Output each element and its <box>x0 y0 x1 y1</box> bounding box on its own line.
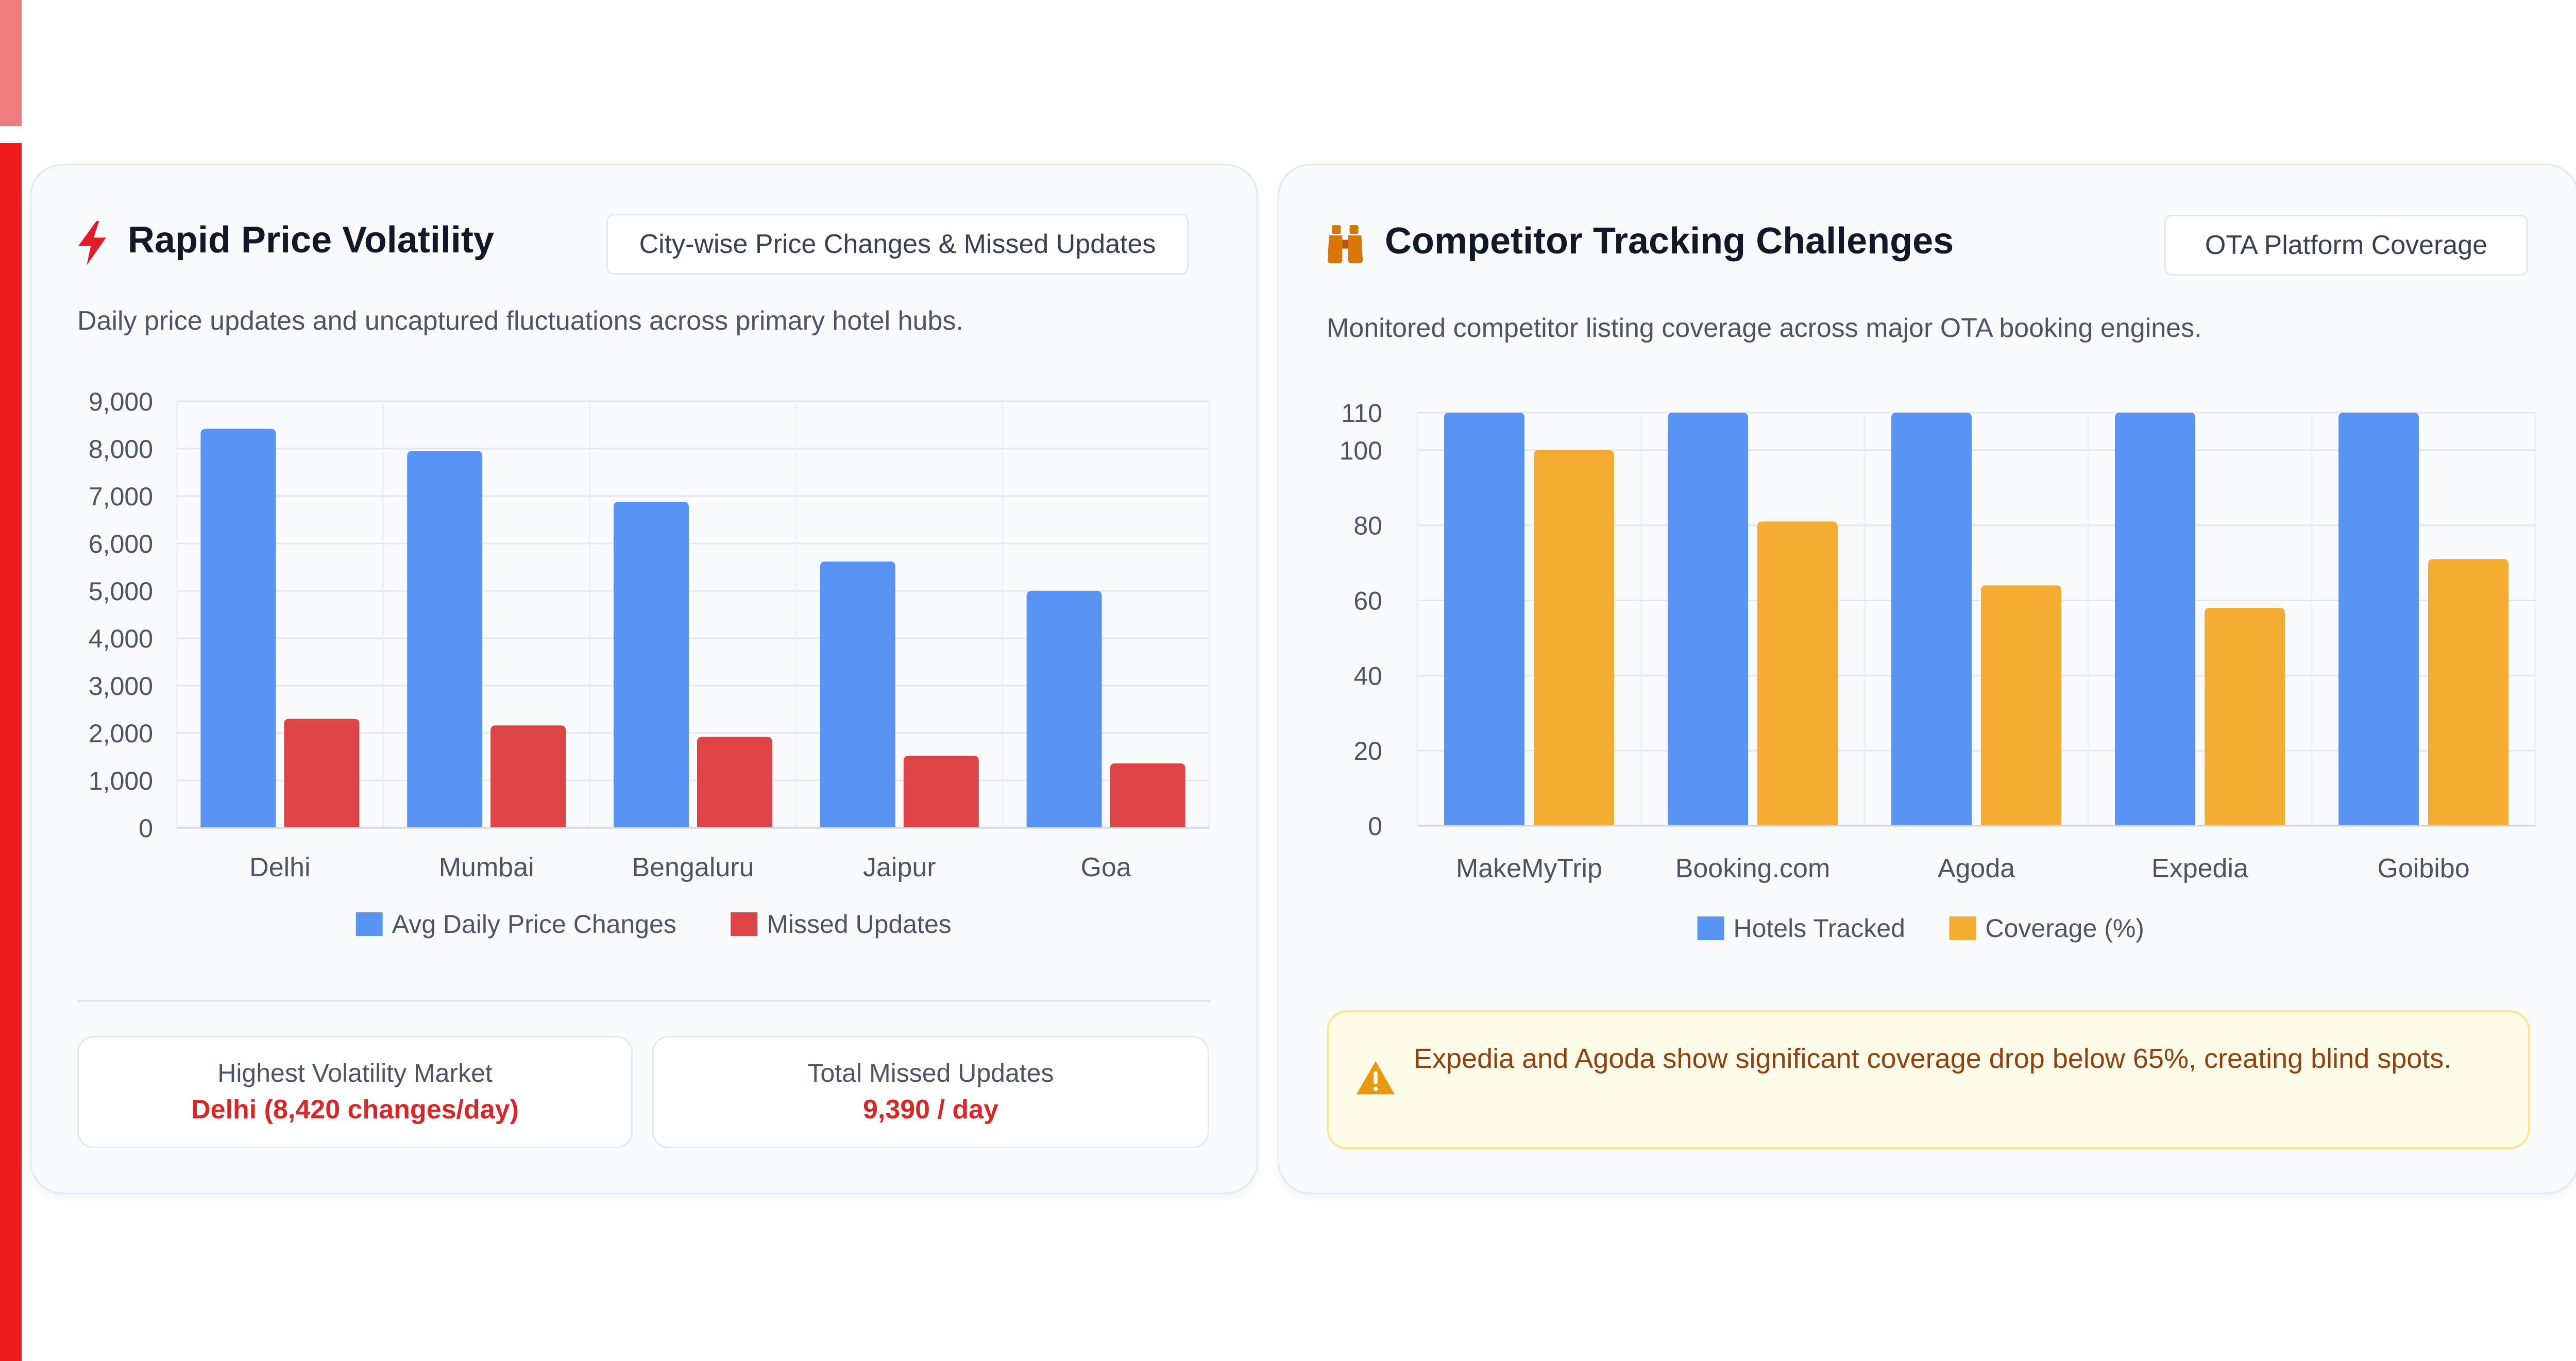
section-divider <box>77 1000 1211 1002</box>
y-tick-label: 0 <box>139 814 153 843</box>
bar-secondary <box>1110 763 1185 828</box>
legend-swatch <box>1697 916 1724 940</box>
stat-value: Delhi (8,420 changes/day) <box>191 1095 519 1125</box>
y-tick-label: 80 <box>1353 512 1382 540</box>
competitor-tracking-card: Competitor Tracking Challenges OTA Platf… <box>1278 164 2576 1194</box>
x-tick-label: Expedia <box>2151 854 2248 883</box>
bar-secondary <box>284 719 360 828</box>
accent-bar-top <box>0 0 22 126</box>
bar-secondary <box>903 756 979 828</box>
warning-triangle-icon <box>1357 1061 1395 1095</box>
binoculars-icon <box>1327 225 1363 263</box>
legend-label: Missed Updates <box>767 910 952 939</box>
bar-secondary <box>697 737 772 828</box>
y-tick-label: 8,000 <box>89 435 153 464</box>
bar-secondary <box>1534 450 1614 826</box>
x-tick-label: Bengaluru <box>632 853 754 882</box>
chart-type-badge: OTA Platform Coverage <box>2164 215 2528 276</box>
y-tick-label: 7,000 <box>89 482 153 511</box>
card-title: Competitor Tracking Challenges <box>1385 220 1954 262</box>
bar-primary <box>1668 413 1748 826</box>
bar-secondary <box>2205 608 2285 826</box>
x-tick-label: Goa <box>1080 853 1131 882</box>
y-tick-label: 1,000 <box>89 767 153 795</box>
bar-primary <box>2338 413 2419 826</box>
legend-swatch <box>355 912 383 936</box>
bar-secondary <box>490 725 566 828</box>
y-tick-label: 100 <box>1340 436 1382 465</box>
y-tick-label: 4,000 <box>89 624 153 653</box>
y-tick-label: 3,000 <box>89 672 153 701</box>
chart-legend: Avg Daily Price Changes Missed Updates <box>355 910 952 939</box>
x-tick-label: Agoda <box>1938 854 2015 883</box>
bar-primary <box>200 429 276 828</box>
y-tick-label: 110 <box>1341 399 1382 428</box>
bar-primary <box>614 502 689 828</box>
bar-primary <box>407 451 483 828</box>
price-volatility-card: Rapid Price Volatility City-wise Price C… <box>30 164 1258 1194</box>
bar-primary <box>1891 413 1972 826</box>
bar-primary <box>820 561 895 828</box>
y-tick-label: 0 <box>1368 812 1382 841</box>
stat-value: 9,390 / day <box>862 1095 999 1125</box>
chart-legend: Hotels Tracked Coverage (%) <box>1697 914 2144 943</box>
x-tick-label: Mumbai <box>439 853 534 882</box>
stat-label: Total Missed Updates <box>807 1059 1054 1087</box>
bar-secondary <box>2428 559 2509 826</box>
x-tick-label: MakeMyTrip <box>1456 854 1602 883</box>
accent-bar-side <box>0 143 22 1361</box>
y-tick-label: 6,000 <box>89 530 153 558</box>
legend-label: Coverage (%) <box>1986 914 2144 943</box>
lightning-bolt-icon <box>78 221 106 265</box>
y-tick-label: 40 <box>1353 661 1382 690</box>
bar-secondary <box>1981 585 2061 826</box>
legend-label: Avg Daily Price Changes <box>392 910 676 939</box>
y-tick-label: 20 <box>1353 737 1382 765</box>
warning-alert: Expedia and Agoda show significant cover… <box>1327 1010 2530 1149</box>
bar-primary <box>1444 413 1524 826</box>
y-tick-label: 9,000 <box>89 387 153 416</box>
stat-label: Highest Volatility Market <box>217 1059 493 1087</box>
legend-swatch <box>731 912 758 936</box>
card-title: Rapid Price Volatility <box>128 219 494 261</box>
y-tick-label: 60 <box>1353 587 1382 616</box>
x-tick-label: Goibibo <box>2377 854 2469 883</box>
stat-card-highest-volatility: Highest Volatility Market Delhi (8,420 c… <box>77 1036 633 1148</box>
x-tick-label: Jaipur <box>863 853 936 882</box>
x-tick-label: Delhi <box>249 853 311 882</box>
legend-label: Hotels Tracked <box>1734 914 1905 943</box>
y-tick-label: 5,000 <box>89 577 153 606</box>
chart-type-badge: City-wise Price Changes & Missed Updates <box>606 214 1189 275</box>
x-tick-label: Booking.com <box>1675 854 1831 883</box>
bar-secondary <box>1757 521 1838 826</box>
legend-swatch <box>1949 916 1976 940</box>
bar-primary <box>1026 591 1102 828</box>
bar-primary <box>2115 413 2195 826</box>
y-tick-label: 2,000 <box>89 719 153 748</box>
alert-text: Expedia and Agoda show significant cover… <box>1414 1043 2452 1074</box>
card-description: Monitored competitor listing coverage ac… <box>1327 313 2202 343</box>
stat-card-total-missed: Total Missed Updates 9,390 / day <box>652 1036 1209 1148</box>
ota-coverage-bar-chart: 0 20 40 60 80 100 110 MakeMyTrip Booking.com Agod… <box>1340 399 2536 943</box>
card-description: Daily price updates and uncaptured fluct… <box>77 306 963 336</box>
price-volatility-bar-chart: 0 1,000 2,000 3,000 4,000 5,000 6,000 7,000 8,00… <box>89 387 1210 939</box>
